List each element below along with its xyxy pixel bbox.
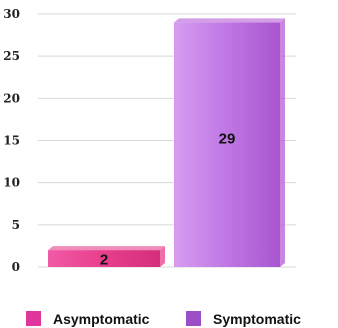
legend-label: Symptomatic [213,311,301,327]
bars [48,18,285,267]
y-axis-ticks: 0 5 10 15 20 25 30 [3,7,20,274]
y-tick-label: 5 [12,218,20,232]
y-tick-label: 25 [3,49,20,63]
bar-symptomatic [174,18,285,267]
data-label: 29 [219,131,236,148]
bar-top [48,246,165,251]
legend: Asymptomatic Symptomatic [26,311,301,327]
grid-lines [38,13,296,268]
bar-side [280,18,285,267]
legend-label: Asymptomatic [53,311,150,327]
bar-asymptomatic [48,246,165,267]
bar-side [160,246,165,267]
y-tick-label: 10 [3,176,20,190]
y-tick-label: 0 [12,260,20,274]
legend-item-symptomatic: Symptomatic [186,311,301,327]
data-labels: 2 29 [100,131,236,269]
legend-swatch [186,311,201,326]
bar-front [174,22,280,267]
y-tick-label: 20 [3,91,20,105]
bar-top [174,18,285,23]
y-tick-label: 15 [3,134,20,148]
y-tick-label: 30 [3,7,20,21]
legend-swatch [26,311,41,326]
data-label: 2 [100,252,108,269]
legend-item-asymptomatic: Asymptomatic [26,311,150,327]
bar-front [48,250,160,267]
